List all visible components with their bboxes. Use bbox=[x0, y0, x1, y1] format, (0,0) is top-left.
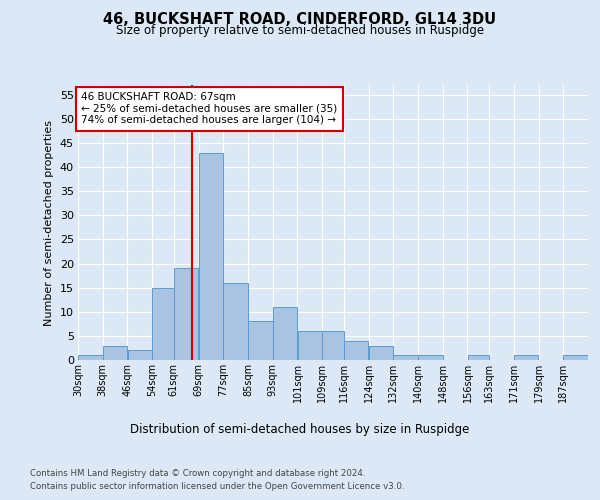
Bar bbox=[394, 355, 418, 360]
Text: Size of property relative to semi-detached houses in Ruspidge: Size of property relative to semi-detach… bbox=[116, 24, 484, 37]
Bar bbox=[298, 331, 322, 360]
Bar bbox=[199, 152, 223, 360]
Text: Contains HM Land Registry data © Crown copyright and database right 2024.: Contains HM Land Registry data © Crown c… bbox=[30, 468, 365, 477]
Bar bbox=[418, 355, 443, 360]
Bar bbox=[368, 346, 393, 360]
Bar bbox=[563, 355, 588, 360]
Bar bbox=[223, 283, 248, 360]
Text: 46 BUCKSHAFT ROAD: 67sqm
← 25% of semi-detached houses are smaller (35)
74% of s: 46 BUCKSHAFT ROAD: 67sqm ← 25% of semi-d… bbox=[81, 92, 337, 126]
Text: Distribution of semi-detached houses by size in Ruspidge: Distribution of semi-detached houses by … bbox=[130, 422, 470, 436]
Bar bbox=[248, 322, 272, 360]
Bar bbox=[103, 346, 127, 360]
Text: Contains public sector information licensed under the Open Government Licence v3: Contains public sector information licen… bbox=[30, 482, 404, 491]
Bar bbox=[467, 355, 489, 360]
Bar bbox=[174, 268, 199, 360]
Bar bbox=[273, 307, 298, 360]
Bar bbox=[322, 331, 344, 360]
Bar bbox=[514, 355, 538, 360]
Text: 46, BUCKSHAFT ROAD, CINDERFORD, GL14 3DU: 46, BUCKSHAFT ROAD, CINDERFORD, GL14 3DU bbox=[103, 12, 497, 28]
Y-axis label: Number of semi-detached properties: Number of semi-detached properties bbox=[44, 120, 54, 326]
Bar bbox=[152, 288, 174, 360]
Bar bbox=[128, 350, 152, 360]
Bar bbox=[344, 340, 368, 360]
Bar bbox=[78, 355, 103, 360]
